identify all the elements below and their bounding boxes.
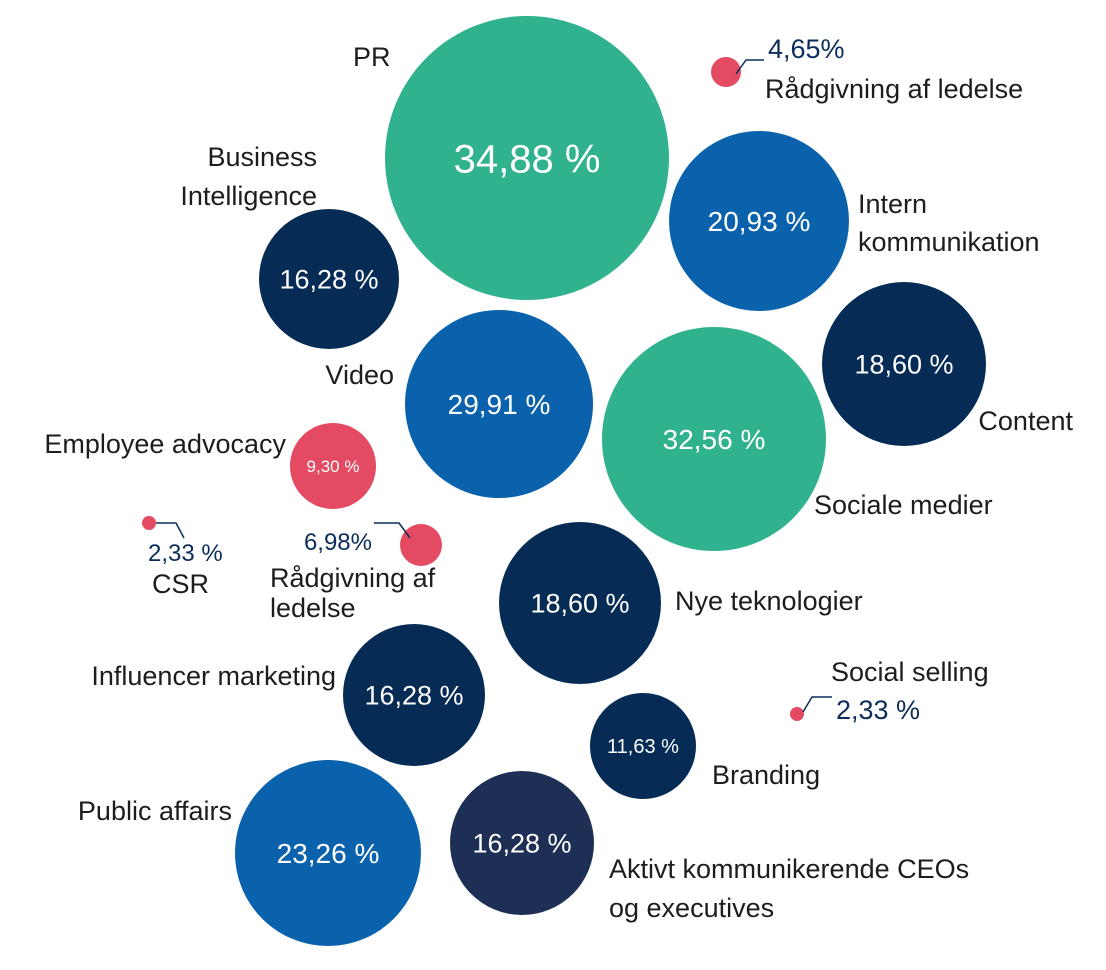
bubble-circle-aktivt-kommunikerende-ceos-og-executives-15 — [450, 771, 594, 915]
bubble-raadgivning-af-ledelse-1: 4,65% Rådgivning af ledelse — [711, 34, 1023, 104]
value-label-pr-0: 34,88 % — [454, 137, 601, 181]
bubble-public-affairs-14: 23,26 % Public affairs — [78, 760, 421, 946]
bubble-circle-pr-0 — [385, 16, 669, 300]
bubble-circle-video-4 — [405, 310, 593, 498]
leader-line-csr-8 — [156, 522, 185, 539]
category-label-influencer-marketing-11: Influencer marketing — [91, 661, 336, 691]
bubble-influencer-marketing-11: 16,28 % Influencer marketing — [91, 624, 485, 766]
bubble-content-6: 18,60 % Content — [822, 282, 1073, 446]
category-label-sociale-medier-5: Sociale medier — [814, 490, 993, 520]
bubble-business-intelligence-2: 16,28 % Business Intelligence — [180, 142, 399, 349]
category-label-content-6: Content — [978, 406, 1073, 436]
bubble-circle-business-intelligence-2 — [259, 209, 399, 349]
value-label-raadgivning-af-ledelse-9: 6,98% — [304, 529, 372, 556]
bubble-csr-8: 2,33 %CSR — [142, 516, 223, 599]
category-label-social-selling-12: Social selling — [831, 657, 989, 687]
bubble-raadgivning-af-ledelse-9: 6,98% Rådgivning af ledelse — [270, 522, 442, 623]
category-label-raadgivning-af-ledelse-1: Rådgivning af ledelse — [765, 74, 1023, 104]
bubble-circle-influencer-marketing-11 — [343, 624, 485, 766]
bubble-circle-raadgivning-af-ledelse-1 — [711, 57, 741, 87]
bubble-sociale-medier-5: 32,56 % Sociale medier — [602, 327, 993, 551]
value-label-nye-teknologier-10: 18,60 % — [530, 589, 629, 619]
bubble-nye-teknologier-10: 18,60 % Nye teknologier — [499, 522, 863, 684]
value-label-business-intelligence-2: 16,28 % — [279, 265, 378, 295]
category-label-intern-kommunikation-3: Intern kommunikation — [858, 189, 1040, 257]
bubble-circle-public-affairs-14 — [235, 760, 421, 946]
value-label-raadgivning-af-ledelse-1: 4,65% — [768, 34, 845, 64]
category-label-public-affairs-14: Public affairs — [78, 796, 232, 826]
value-label-social-selling-12: 2,33 % — [836, 695, 920, 725]
bubble-circle-content-6 — [822, 282, 986, 446]
bubble-video-4: 29,91 % Video — [325, 310, 593, 498]
value-label-influencer-marketing-11: 16,28 % — [364, 681, 463, 711]
bubble-circle-csr-8 — [142, 516, 156, 530]
leader-line-social-selling-12 — [802, 696, 832, 713]
category-label-raadgivning-af-ledelse-9: Rådgivning af ledelse — [270, 563, 436, 623]
category-label-employee-advocacy-7: Employee advocacy — [44, 429, 286, 459]
value-label-intern-kommunikation-3: 20,93 % — [708, 206, 811, 237]
bubble-circle-social-selling-12 — [790, 707, 804, 721]
value-label-content-6: 18,60 % — [854, 350, 953, 380]
bubble-branding-13: 11,63 % Branding — [590, 693, 820, 799]
bubble-employee-advocacy-7: 9,30 % Employee advocacy — [44, 423, 376, 509]
value-label-aktivt-kommunikerende-ceos-og-executives-15: 16,28 % — [472, 829, 571, 859]
value-label-video-4: 29,91 % — [448, 389, 551, 420]
bubble-circle-intern-kommunikation-3 — [669, 131, 849, 311]
category-label-video-4: Video — [325, 360, 394, 390]
bubble-circle-raadgivning-af-ledelse-9 — [400, 524, 442, 566]
bubble-aktivt-kommunikerende-ceos-og-executives-15: 16,28 % Aktivt kommunikerende CEOs og exec… — [450, 771, 969, 923]
value-label-csr-8: 2,33 % — [148, 540, 223, 567]
category-label-business-intelligence-2: Business Intelligence — [180, 142, 317, 211]
value-label-public-affairs-14: 23,26 % — [277, 838, 380, 869]
bubble-intern-kommunikation-3: 20,93 % Intern kommunikation — [669, 131, 1040, 311]
value-label-employee-advocacy-7: 9,30 % — [307, 457, 360, 476]
bubble-circle-sociale-medier-5 — [602, 327, 826, 551]
category-label-pr-0: PR — [353, 42, 391, 72]
leader-line-raadgivning-af-ledelse-9 — [374, 522, 411, 539]
bubble-circle-nye-teknologier-10 — [499, 522, 661, 684]
category-label-branding-13: Branding — [712, 760, 820, 790]
value-label-sociale-medier-5: 32,56 % — [663, 424, 766, 455]
bubble-circle-employee-advocacy-7 — [290, 423, 376, 509]
category-label-aktivt-kommunikerende-ceos-og-executives-15: Aktivt kommunikerende CEOs og executives — [609, 854, 969, 923]
leader-line-raadgivning-af-ledelse-1 — [735, 59, 764, 75]
category-label-nye-teknologier-10: Nye teknologier — [675, 586, 863, 616]
value-label-branding-13: 11,63 % — [607, 736, 679, 758]
bubble-social-selling-12: 2,33 % Social selling — [790, 657, 989, 725]
category-label-csr-8: CSR — [152, 569, 209, 599]
bubble-pr-0: 34,88 % PR — [353, 16, 669, 300]
bubble-circle-branding-13 — [590, 693, 696, 799]
